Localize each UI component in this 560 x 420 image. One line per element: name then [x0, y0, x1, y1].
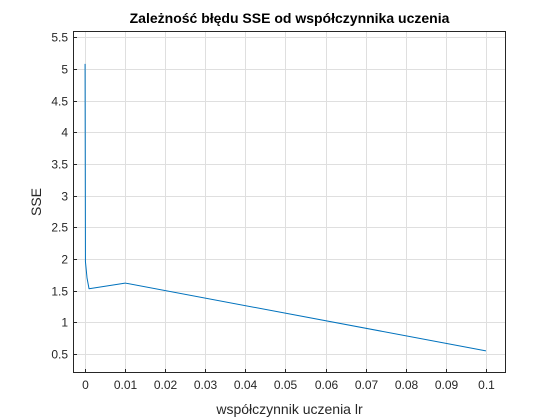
- x-tick-label: 0.09: [435, 378, 459, 392]
- plot-area-frame: [73, 31, 506, 373]
- chart-title: Zależność błędu SSE od współczynnika ucz…: [130, 10, 450, 26]
- grid-layer: [73, 31, 506, 373]
- x-tick-label: 0.06: [315, 378, 339, 392]
- y-tick-label: 5.5: [51, 31, 68, 45]
- y-tick-label: 2.5: [51, 221, 68, 235]
- x-tick-label: 0.03: [194, 378, 218, 392]
- x-tick-label: 0.05: [274, 378, 298, 392]
- y-tick-label: 2: [61, 253, 68, 267]
- x-tick-label: 0.02: [154, 378, 178, 392]
- y-tick-label: 3: [61, 190, 68, 204]
- x-tick-label: 0.04: [234, 378, 258, 392]
- y-axis-label: SSE: [28, 188, 44, 216]
- x-tick-label: 0: [82, 378, 89, 392]
- y-tick-label: 3.5: [51, 158, 68, 172]
- x-tick-label: 0.1: [478, 378, 495, 392]
- y-tick-label: 4: [61, 126, 68, 140]
- y-tick-label: 0.5: [51, 348, 68, 362]
- x-tick-label: 0.07: [355, 378, 379, 392]
- x-tick-label: 0.01: [114, 378, 138, 392]
- tick-layer: 0 0.01 0.02 0.03 0.04 0.05 0.06 0.07 0.08 0.09 0.1…: [51, 31, 495, 393]
- y-tick-label: 1: [61, 316, 68, 330]
- y-tick-label: 4.5: [51, 95, 68, 109]
- plot-area-background: [73, 31, 506, 373]
- x-axis-label: współczynnik uczenia lr: [215, 401, 363, 417]
- series-line: [84, 63, 487, 352]
- series-layer: [84, 63, 487, 352]
- y-tick-label: 1.5: [51, 285, 68, 299]
- y-tick-label: 5: [61, 63, 68, 77]
- x-tick-label: 0.08: [395, 378, 419, 392]
